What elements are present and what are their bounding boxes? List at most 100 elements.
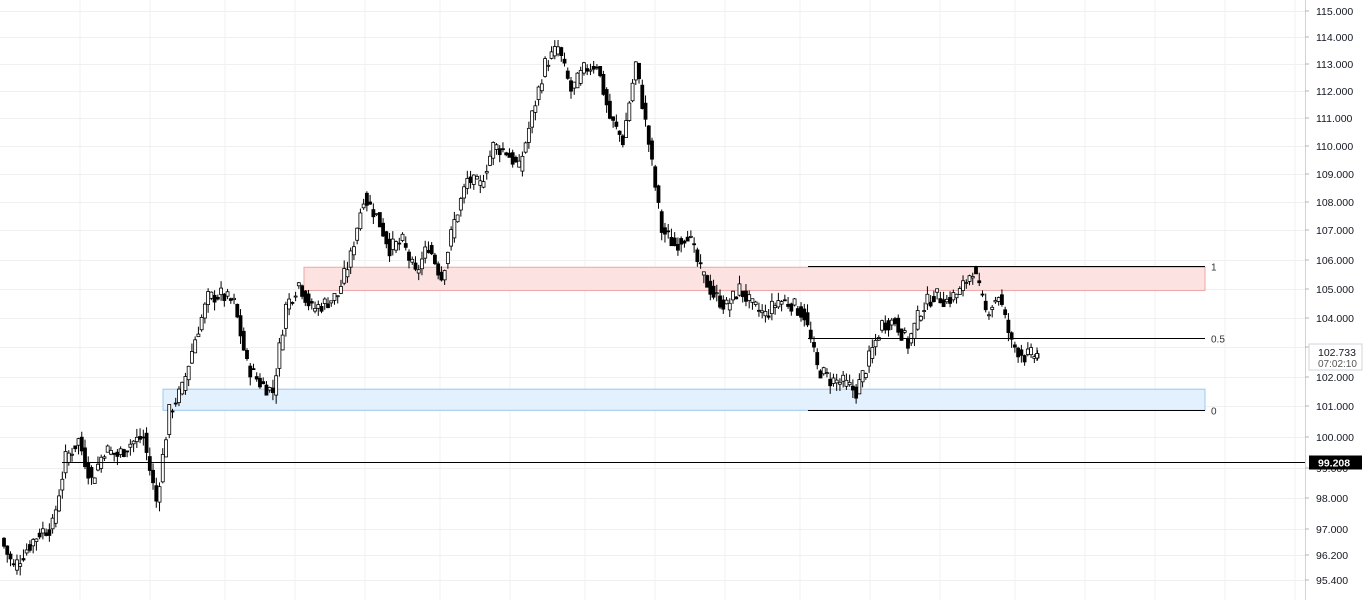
candle	[131, 440, 136, 453]
candle	[335, 295, 340, 304]
candle	[109, 446, 113, 456]
candle	[105, 444, 110, 453]
price-axis-tick-label: 114.000	[1316, 32, 1353, 44]
support-zone[interactable]	[162, 388, 1206, 411]
candle	[89, 465, 94, 485]
resistance-zone[interactable]	[303, 266, 1206, 291]
candle	[1019, 344, 1024, 363]
candle	[944, 294, 949, 305]
candle	[536, 85, 541, 106]
candle	[643, 95, 648, 127]
candle	[225, 288, 230, 300]
candle	[371, 203, 376, 225]
candle	[650, 137, 654, 166]
candle	[805, 304, 810, 328]
candle	[501, 142, 505, 153]
candle	[125, 450, 130, 458]
candle	[53, 505, 58, 528]
horizontal-line-price-label: 99.208	[1318, 458, 1350, 470]
candle	[407, 249, 411, 269]
candle	[28, 540, 32, 553]
candle	[747, 290, 752, 309]
candle	[426, 241, 431, 254]
candle	[731, 290, 735, 304]
candle	[251, 363, 256, 371]
candle	[669, 228, 674, 247]
candle	[494, 143, 499, 155]
candle	[792, 297, 797, 307]
candle	[138, 428, 142, 444]
candle	[860, 370, 865, 388]
candle	[727, 298, 732, 318]
candle	[530, 110, 535, 134]
candle	[183, 372, 188, 395]
fib-level-label: 1	[1211, 263, 1217, 274]
candle	[57, 489, 61, 513]
candle	[838, 378, 842, 391]
candle	[695, 247, 700, 267]
candle	[186, 365, 191, 387]
price-axis-tick-label: 107.000	[1316, 225, 1354, 237]
candle	[283, 301, 288, 337]
candle	[572, 81, 577, 95]
candle	[66, 450, 71, 466]
price-axis-tick-label: 98.000	[1316, 493, 1348, 505]
candle	[491, 141, 496, 166]
candle	[316, 300, 321, 316]
price-axis-tick-label: 110.000	[1316, 141, 1353, 153]
candle	[458, 196, 463, 217]
candle	[902, 327, 907, 335]
fib-level-label: 0	[1211, 407, 1217, 418]
candle	[326, 297, 330, 309]
candle	[893, 316, 897, 327]
candle	[1003, 306, 1008, 319]
candle	[306, 289, 311, 311]
candle	[18, 554, 23, 576]
candle	[63, 444, 68, 479]
candle	[394, 240, 398, 254]
candle-last	[1035, 347, 1039, 362]
candle	[925, 286, 930, 310]
candle	[604, 87, 609, 113]
candle	[481, 174, 486, 189]
candle	[825, 368, 829, 378]
candle	[948, 291, 952, 308]
candle	[582, 61, 586, 76]
candle	[160, 448, 165, 484]
candle	[258, 373, 262, 389]
candle	[290, 301, 295, 306]
fibonacci-retracement[interactable]: 10.50	[808, 263, 1225, 418]
candle	[1009, 331, 1014, 348]
zones	[162, 266, 1206, 411]
price-axis-background[interactable]	[1305, 0, 1364, 600]
candle	[569, 77, 573, 99]
candle	[607, 93, 612, 120]
candle	[701, 271, 706, 284]
candle	[653, 164, 658, 191]
candle	[264, 381, 269, 396]
candle	[442, 269, 447, 285]
candle	[1012, 341, 1017, 353]
candle	[222, 293, 227, 307]
candle	[202, 302, 207, 324]
price-axis[interactable]: 115.000 114.000 113.000 112.000 111.000 110.0…	[1305, 0, 1364, 600]
candle	[931, 290, 936, 303]
candle	[714, 284, 719, 302]
candle	[92, 477, 97, 484]
candle	[277, 337, 282, 377]
candle	[177, 386, 181, 407]
candle	[118, 446, 123, 458]
candle	[449, 226, 454, 251]
candle	[293, 291, 298, 302]
candle	[676, 237, 680, 256]
candle	[73, 445, 78, 453]
candle	[734, 296, 739, 300]
candle	[60, 471, 65, 499]
price-axis-tick-label: 102.000	[1316, 372, 1354, 384]
candle	[50, 514, 55, 534]
candle	[287, 293, 292, 316]
candle	[429, 242, 434, 256]
candle	[922, 302, 927, 320]
